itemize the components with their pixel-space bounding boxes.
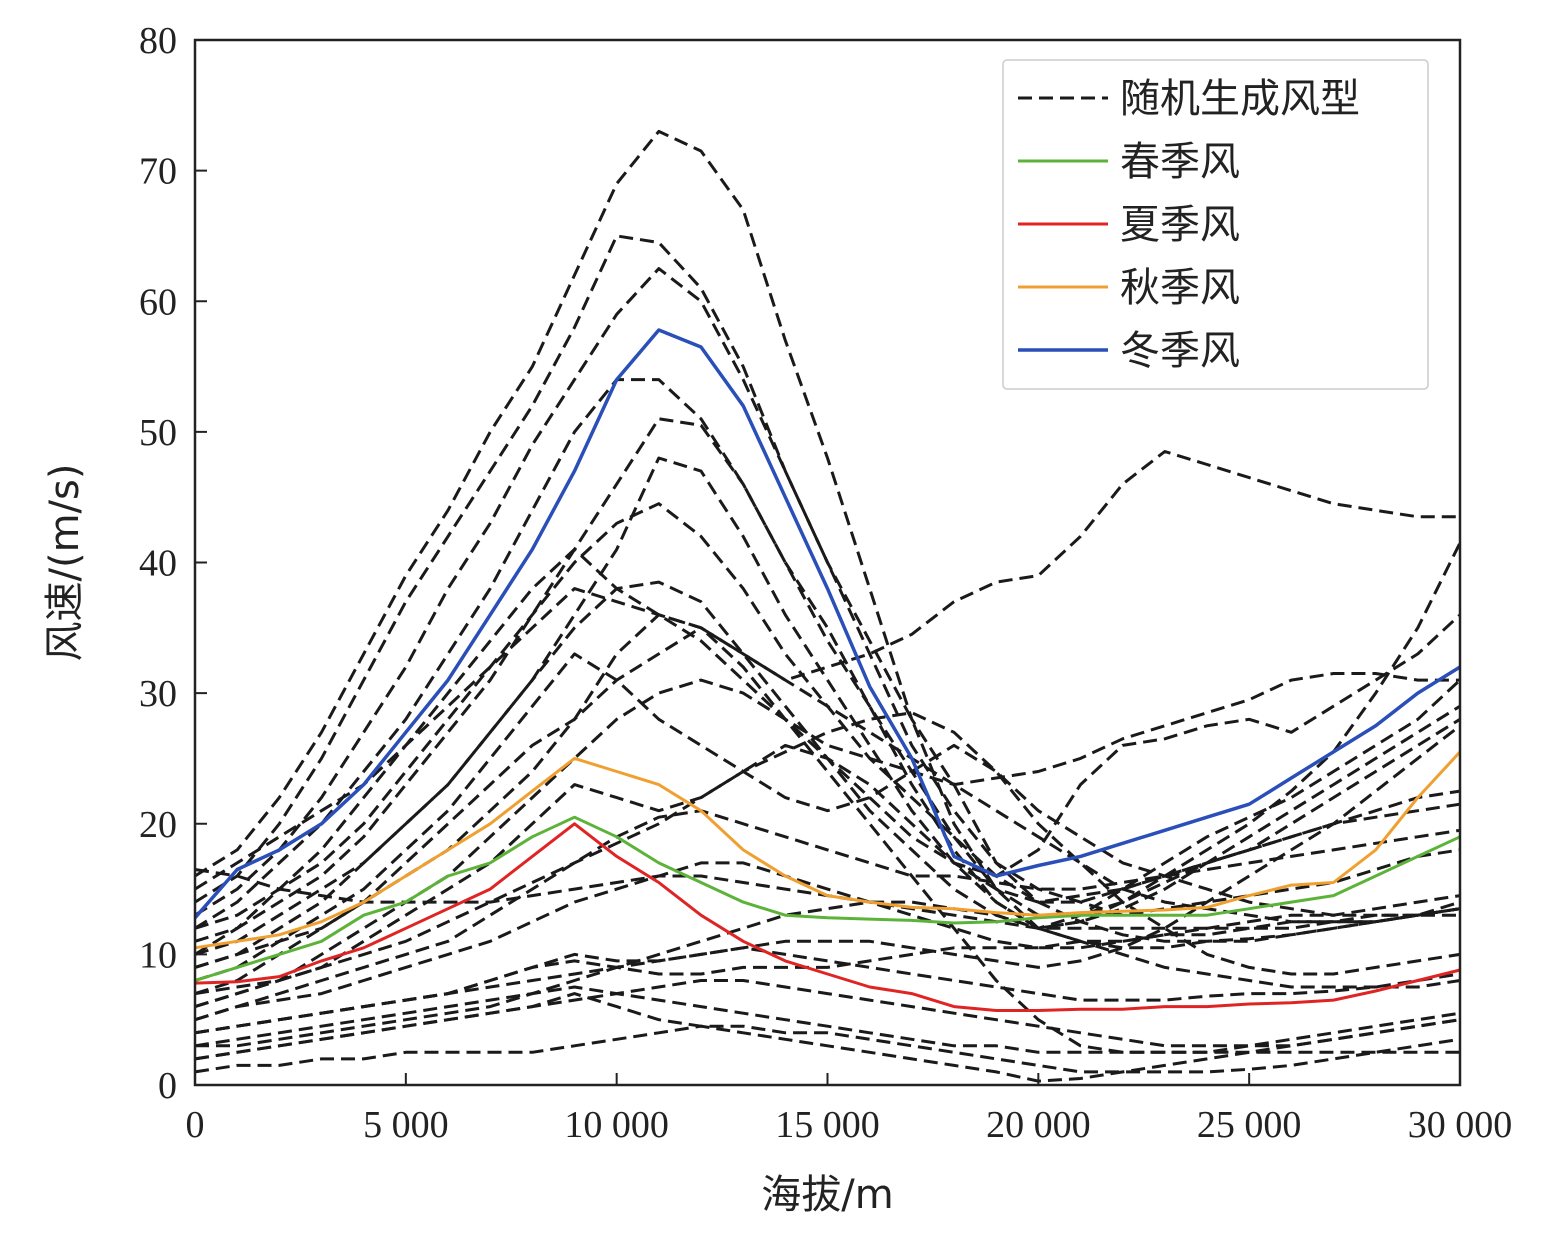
legend-label: 随机生成风型: [1120, 76, 1360, 122]
y-tick-label: 20: [139, 804, 177, 846]
series-line-夏季风: [194, 822, 1461, 1012]
series-line-random-29: [194, 711, 1461, 996]
y-axis-label: 风速/(m/s): [42, 464, 88, 662]
x-tick-label: 5 000: [363, 1104, 449, 1146]
y-tick-label: 60: [139, 281, 177, 323]
x-ticks: 0 5 000 10 000 15 000 20 000 25 000 30 000: [186, 1073, 1513, 1146]
series-line-random-30: [194, 724, 1461, 1035]
x-tick-label: 30 000: [1408, 1104, 1513, 1146]
x-tick-label: 0: [186, 1104, 205, 1146]
series-layer: [193, 129, 1462, 1083]
series-line-random-15: [194, 672, 1460, 1009]
series-line-random-6: [194, 267, 1461, 917]
series-line-random-27: [195, 900, 1461, 1048]
legend-label: 秋季风: [1120, 265, 1240, 311]
series-line-random-22: [194, 992, 1461, 1074]
series-line-春季风: [194, 815, 1461, 982]
series-line-random-25: [194, 587, 1461, 924]
series-line-random-8: [194, 417, 1461, 943]
series-line-random-13: [194, 652, 1461, 982]
series-line-random-11: [194, 547, 1462, 956]
x-tick-label: 15 000: [775, 1104, 880, 1146]
legend-label: 冬季风: [1120, 328, 1240, 374]
series-line-random-4: [194, 129, 1461, 943]
x-tick-label: 25 000: [1197, 1104, 1302, 1146]
series-line-random-18: [194, 861, 1461, 1022]
legend-label: 春季风: [1120, 139, 1240, 185]
series-line-random-17: [194, 809, 1461, 1022]
series-line-random-24: [194, 979, 1461, 1061]
y-tick-label: 50: [139, 412, 177, 454]
series-line-冬季风: [193, 328, 1461, 919]
y-tick-label: 0: [158, 1065, 177, 1107]
y-tick-label: 10: [139, 934, 177, 976]
y-tick-label: 80: [139, 20, 177, 62]
series-line-random-23: [194, 1018, 1461, 1083]
y-tick-label: 30: [139, 673, 177, 715]
legend-label: 夏季风: [1120, 202, 1240, 248]
series-line-random-14: [194, 450, 1460, 996]
y-tick-label: 70: [139, 151, 177, 193]
series-line-random-21: [194, 985, 1460, 1054]
x-tick-label: 20 000: [986, 1104, 1091, 1146]
series-line-random-10: [194, 502, 1461, 930]
series-line-秋季风: [194, 750, 1462, 950]
legend-box: [1002, 59, 1429, 390]
y-tick-label: 40: [139, 543, 177, 585]
series-line-random-7: [194, 378, 1462, 930]
y-ticks: 0 10 20 30 40 50 60 70 80: [139, 20, 207, 1107]
series-line-random-16: [194, 743, 1461, 1009]
x-tick-label: 10 000: [564, 1104, 669, 1146]
x-axis-label: 海拔/m: [761, 1172, 893, 1218]
